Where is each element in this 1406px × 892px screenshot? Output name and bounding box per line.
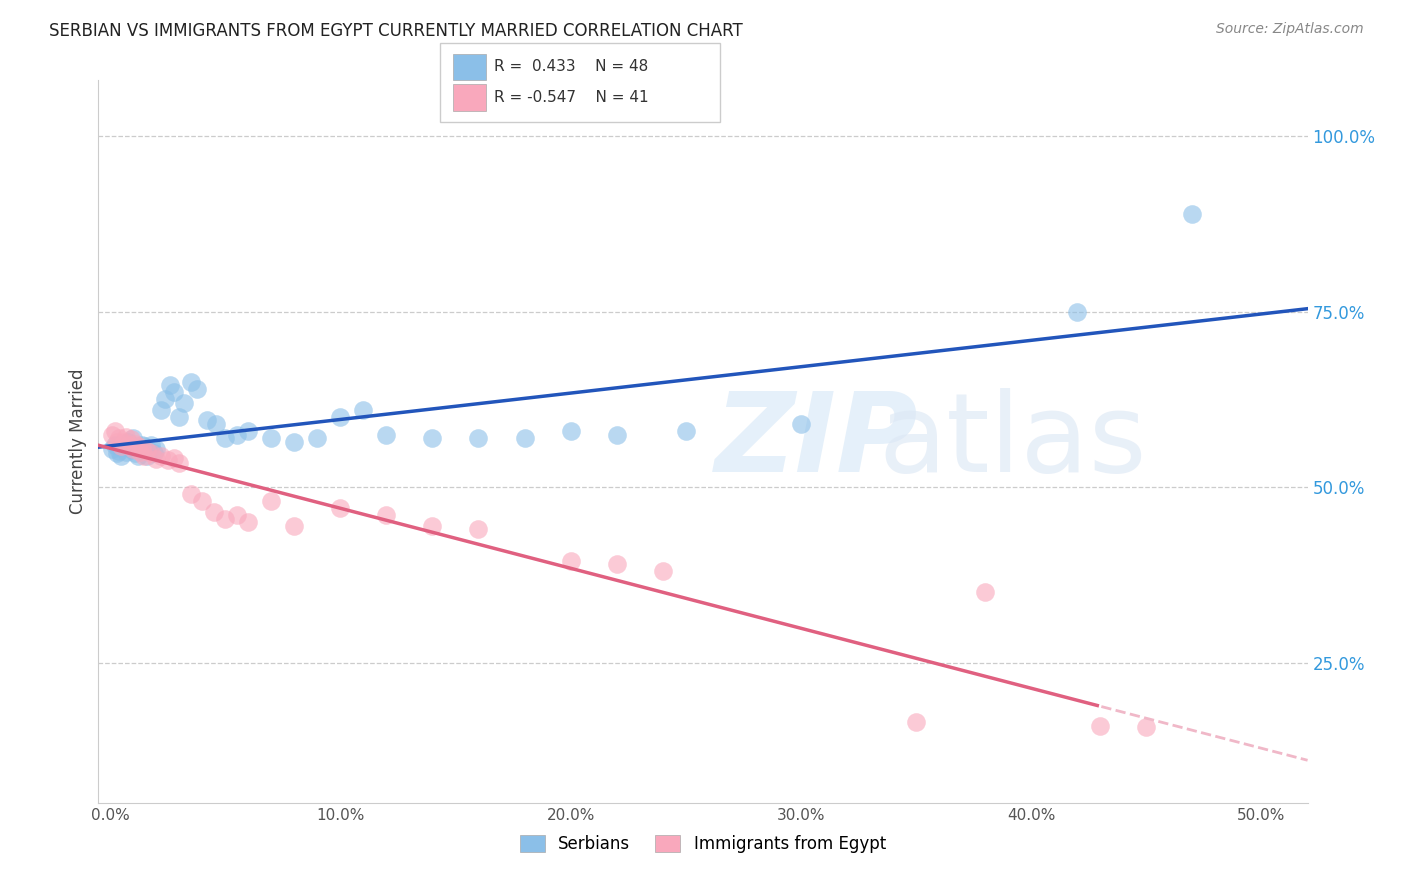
Point <box>149 403 172 417</box>
Point <box>422 431 444 445</box>
Point <box>115 445 138 459</box>
Point <box>117 438 139 452</box>
Point <box>122 442 145 456</box>
Point <box>163 450 186 465</box>
Point <box>329 409 352 424</box>
Point <box>260 431 283 445</box>
Text: ZIP: ZIP <box>716 388 918 495</box>
Point <box>205 417 228 431</box>
Point <box>120 442 142 456</box>
Text: R =  0.433    N = 48: R = 0.433 N = 48 <box>494 60 648 74</box>
Point <box>131 438 153 452</box>
Point <box>127 449 149 463</box>
Point <box>180 375 202 389</box>
Point <box>1066 305 1088 319</box>
Point <box>135 449 157 463</box>
Point <box>156 453 179 467</box>
Point <box>1090 718 1112 732</box>
Point <box>108 431 131 445</box>
Point <box>159 378 181 392</box>
Point <box>167 409 190 424</box>
Point <box>134 449 156 463</box>
Text: atlas: atlas <box>879 388 1147 495</box>
Point <box>149 449 172 463</box>
Point <box>141 446 163 460</box>
Point <box>422 518 444 533</box>
Point <box>131 442 153 456</box>
Point <box>1181 206 1204 220</box>
Point <box>606 558 628 572</box>
Point <box>134 440 156 454</box>
Point <box>191 494 214 508</box>
Point <box>173 396 195 410</box>
Text: SERBIAN VS IMMIGRANTS FROM EGYPT CURRENTLY MARRIED CORRELATION CHART: SERBIAN VS IMMIGRANTS FROM EGYPT CURRENT… <box>49 22 742 40</box>
Point <box>236 515 259 529</box>
Point <box>974 585 997 599</box>
Point <box>195 413 218 427</box>
Point <box>155 392 177 407</box>
Point <box>375 427 398 442</box>
Text: R = -0.547    N = 41: R = -0.547 N = 41 <box>494 90 648 104</box>
Point <box>352 403 374 417</box>
Point <box>214 431 236 445</box>
Point <box>163 385 186 400</box>
Point <box>202 505 225 519</box>
Point <box>105 434 128 449</box>
Point <box>135 443 157 458</box>
Point <box>560 554 582 568</box>
Point <box>122 431 145 445</box>
Point <box>145 442 167 456</box>
Point <box>167 456 190 470</box>
Point <box>283 434 305 449</box>
Point <box>128 445 150 459</box>
Point <box>145 452 167 467</box>
Point <box>103 424 125 438</box>
Point <box>110 440 132 454</box>
Point <box>651 564 673 578</box>
Point <box>115 429 138 443</box>
Point <box>141 438 163 452</box>
Point <box>103 438 125 452</box>
Point <box>110 449 132 463</box>
Point <box>513 431 536 445</box>
Point <box>127 440 149 454</box>
Point <box>142 446 165 460</box>
Point <box>117 434 139 449</box>
Point <box>307 431 329 445</box>
Point <box>225 427 247 442</box>
Point <box>112 434 135 449</box>
Point <box>124 446 146 460</box>
Point <box>138 443 160 458</box>
Point <box>790 417 813 431</box>
Point <box>105 446 128 460</box>
Point <box>180 487 202 501</box>
Point <box>101 442 124 456</box>
Point <box>905 715 928 730</box>
Point <box>120 433 142 447</box>
Point <box>186 382 208 396</box>
Point <box>606 427 628 442</box>
Point <box>260 494 283 508</box>
Y-axis label: Currently Married: Currently Married <box>69 368 87 515</box>
Point <box>236 424 259 438</box>
Point <box>101 427 124 442</box>
Text: Source: ZipAtlas.com: Source: ZipAtlas.com <box>1216 22 1364 37</box>
Legend: Serbians, Immigrants from Egypt: Serbians, Immigrants from Egypt <box>513 828 893 860</box>
Point <box>375 508 398 523</box>
Point <box>283 518 305 533</box>
Point <box>112 440 135 454</box>
Point <box>675 424 697 438</box>
Point <box>124 436 146 450</box>
Point <box>1135 720 1157 734</box>
Point <box>560 424 582 438</box>
Point <box>467 522 489 536</box>
Point <box>225 508 247 523</box>
Point <box>214 512 236 526</box>
Point <box>128 443 150 458</box>
Point <box>467 431 489 445</box>
Point <box>329 501 352 516</box>
Point <box>108 443 131 458</box>
